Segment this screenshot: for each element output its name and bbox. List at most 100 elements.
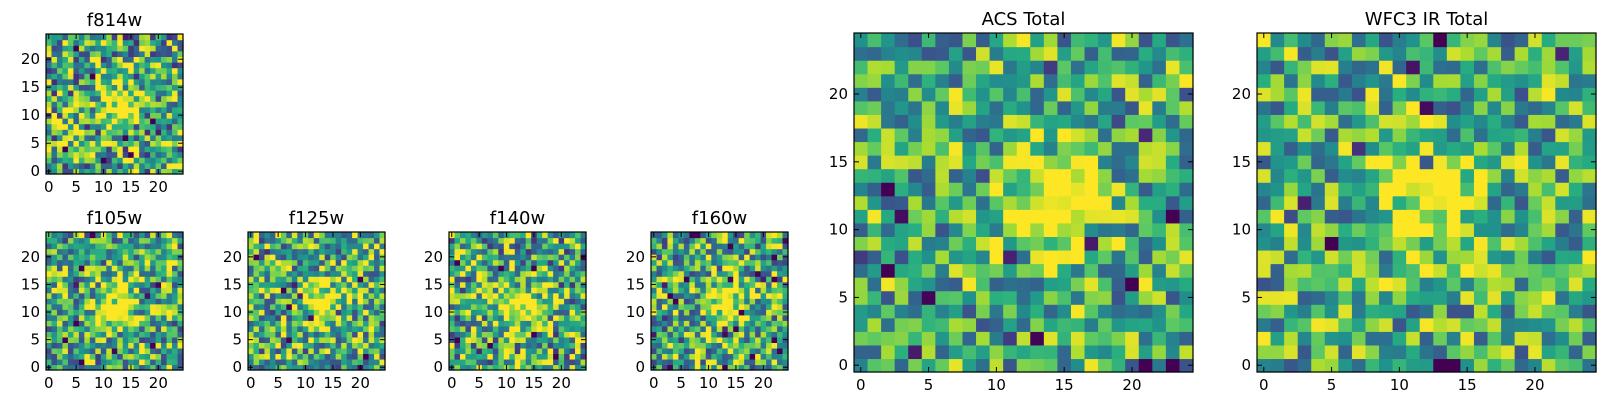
heatmap-cell [1125,209,1140,224]
heatmap-cell [1582,304,1597,319]
heatmap-cell [56,276,64,283]
heatmap-cell [1003,155,1018,170]
heatmap-cell [553,353,560,360]
heatmap-cell [111,50,118,57]
heatmap-cell [525,309,532,316]
heatmap-cell [738,243,745,250]
heatmap-cell [935,100,950,115]
heatmap-cell [921,114,936,129]
heatmap-cell [782,320,789,327]
heatmap-cell [492,237,499,244]
heatmap-cell [492,358,499,366]
heatmap-cell [95,134,102,141]
heatmap-cell [672,259,679,266]
heatmap-cell [1365,33,1380,48]
heatmap-cell [155,243,162,250]
heatmap-cell [678,265,685,272]
heatmap-cell [465,281,472,288]
heatmap-cell [454,281,461,288]
heatmap-cell [1351,114,1367,129]
heatmap-cell [346,309,353,316]
heatmap-cell [921,73,936,88]
heatmap-cell [363,325,370,332]
heatmap-cell [1541,114,1556,129]
heatmap-cell [1351,182,1367,197]
heatmap-cell [95,151,102,158]
heatmap-cell [313,336,320,343]
heatmap-cell [1030,344,1045,360]
heatmap-cell [106,134,113,141]
heatmap-cell [716,314,723,321]
heatmap-cell [357,309,364,316]
heatmap-cell [62,45,69,52]
heatmap-cell [1270,182,1285,197]
heatmap-cell [470,265,477,272]
heatmap-cell [139,243,146,250]
heatmap-cell [253,298,260,305]
heatmap-cell [95,129,102,136]
heatmap-cell [379,347,386,355]
heatmap-cell [689,254,696,261]
heatmap-cell [51,73,58,80]
heatmap-cell [84,118,91,125]
heatmap-cell [487,347,494,355]
heatmap-cell [122,106,129,113]
heatmap-cell [117,62,124,69]
heatmap-cell [275,353,282,360]
heatmap-cell [122,95,129,102]
heatmap-cell [854,127,869,143]
heatmap-cell [1270,127,1285,143]
heatmap-cell [253,276,260,283]
heatmap-cell [492,259,499,266]
heatmap-cell [84,112,91,119]
heatmap-cell [1057,263,1072,278]
heatmap-cell [569,237,576,244]
heatmap-cell [575,309,582,316]
heatmap-cell [881,195,896,210]
heatmap-cell [111,248,118,255]
heatmap-cell [976,73,991,88]
heatmap-cell [1270,331,1285,346]
heatmap-cell [155,101,162,108]
heatmap-cell [854,209,869,224]
heatmap-cell [1257,33,1272,48]
heatmap-cell [1257,290,1272,305]
heatmap-cell [1284,100,1299,115]
heatmap-cell [667,309,674,316]
heatmap-cell [1365,114,1380,129]
heatmap-cell [172,358,179,366]
heatmap-cell [1084,344,1099,360]
heatmap-cell [536,248,543,255]
heatmap-cell [111,292,118,299]
heatmap-cell [454,320,461,327]
heatmap-cell [525,248,532,255]
heatmap-cell [172,347,179,355]
heatmap-cell [67,248,74,255]
heatmap-cell [976,168,991,183]
y-tick-label: 10 [1232,221,1251,239]
heatmap-cell [733,292,740,299]
heatmap-cell [1165,209,1181,224]
heatmap-cell [921,344,936,360]
heatmap-cell [976,209,991,224]
heatmap-cell [319,325,326,332]
heatmap-cell [100,84,107,91]
heatmap-cell [1487,317,1502,332]
heatmap-cell [280,325,287,332]
heatmap-cell [1460,222,1475,237]
heatmap-cell [341,276,348,283]
heatmap-cell [755,309,762,316]
heatmap-cell [150,298,157,305]
heatmap-cell [1528,209,1543,224]
heatmap-cell [1043,331,1058,346]
heatmap-cell [558,276,565,283]
heatmap-cell [908,73,923,88]
heatmap-cell [1003,209,1018,224]
heatmap-cell [1514,344,1529,360]
heatmap-cell [487,237,494,244]
heatmap-cell [700,331,707,338]
heatmap-cell [1165,141,1181,156]
heatmap-cell [166,309,173,316]
heatmap-cell [1125,155,1140,170]
heatmap-cell [51,364,58,371]
